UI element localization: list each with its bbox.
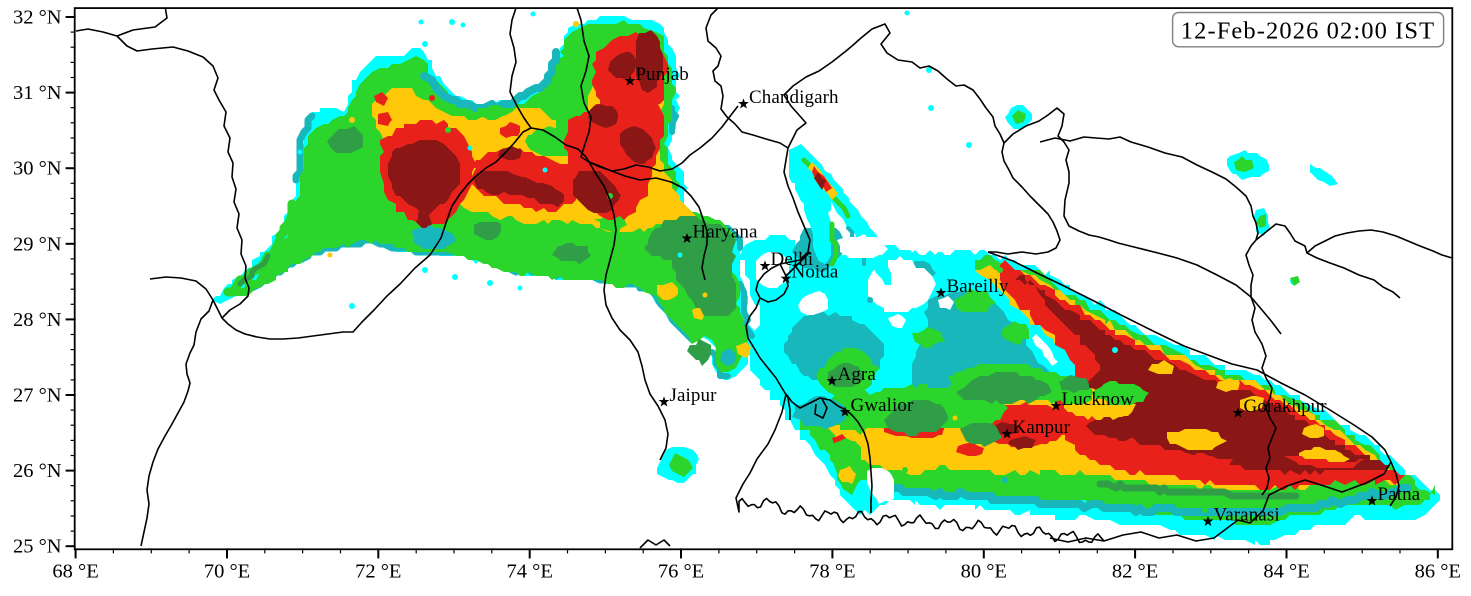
svg-text:32 °N: 32 °N	[13, 7, 62, 29]
svg-text:Bareilly: Bareilly	[947, 276, 1009, 297]
svg-text:70 °E: 70 °E	[204, 560, 250, 582]
svg-text:Varanasi: Varanasi	[1214, 505, 1280, 526]
svg-text:68 °E: 68 °E	[52, 560, 98, 582]
svg-text:Jaipur: Jaipur	[670, 385, 718, 406]
svg-text:Lucknow: Lucknow	[1062, 389, 1135, 410]
svg-text:Noida: Noida	[792, 262, 839, 283]
svg-text:26 °N: 26 °N	[13, 460, 62, 482]
svg-text:27 °N: 27 °N	[13, 385, 62, 407]
svg-text:31 °N: 31 °N	[13, 82, 62, 104]
svg-text:Delhi: Delhi	[771, 249, 814, 270]
svg-text:80 °E: 80 °E	[961, 560, 1007, 582]
svg-text:29 °N: 29 °N	[13, 233, 62, 255]
svg-text:Haryana: Haryana	[693, 222, 759, 243]
svg-text:74 °E: 74 °E	[507, 560, 553, 582]
svg-text:78 °E: 78 °E	[809, 560, 855, 582]
svg-text:Gwalior: Gwalior	[851, 395, 915, 416]
svg-text:Chandigarh: Chandigarh	[749, 87, 839, 108]
svg-text:Patna: Patna	[1378, 484, 1421, 505]
svg-text:Kanpur: Kanpur	[1013, 417, 1071, 438]
svg-text:76 °E: 76 °E	[658, 560, 704, 582]
svg-text:12-Feb-2026 02:00 IST: 12-Feb-2026 02:00 IST	[1181, 18, 1435, 45]
svg-text:28 °N: 28 °N	[13, 309, 62, 331]
svg-text:72 °E: 72 °E	[355, 560, 401, 582]
svg-text:82 °E: 82 °E	[1112, 560, 1158, 582]
svg-text:84 °E: 84 °E	[1263, 560, 1309, 582]
svg-text:25 °N: 25 °N	[13, 536, 62, 558]
svg-text:Agra: Agra	[838, 364, 877, 385]
svg-text:Punjab: Punjab	[636, 64, 689, 85]
svg-text:30 °N: 30 °N	[13, 158, 62, 180]
svg-text:86 °E: 86 °E	[1415, 560, 1461, 582]
svg-text:Gorakhpur: Gorakhpur	[1244, 396, 1328, 417]
